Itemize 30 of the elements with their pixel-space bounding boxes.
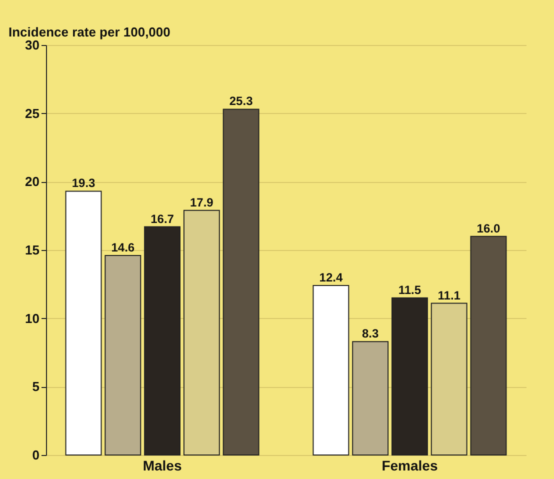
y-tick-label: 0 <box>32 448 40 462</box>
bar <box>430 302 468 456</box>
y-tick-label: 30 <box>25 38 40 52</box>
bar <box>391 297 428 456</box>
y-tick-label: 20 <box>25 174 40 190</box>
bar <box>470 236 507 456</box>
x-tick-label: Males <box>142 458 182 474</box>
y-tick-label: 15 <box>25 242 40 258</box>
data-label: 16.0 <box>476 221 500 236</box>
data-label: 17.9 <box>190 195 214 210</box>
data-label: 14.6 <box>111 240 135 254</box>
data-label: 11.5 <box>398 282 422 297</box>
bar <box>144 226 181 456</box>
bar <box>65 190 102 456</box>
data-label: 12.4 <box>319 270 343 285</box>
data-label: 19.3 <box>72 176 96 190</box>
y-tick-label: 25 <box>25 106 40 121</box>
data-label: 8.3 <box>362 326 379 341</box>
bar <box>104 254 142 456</box>
bar <box>312 285 350 456</box>
y-tick-label: 10 <box>25 310 40 326</box>
data-label: 25.3 <box>229 94 254 108</box>
data-label: 16.7 <box>150 212 174 226</box>
y-axis-title: Incidence rate per 100,000 <box>8 24 170 40</box>
x-tick-label: Females <box>382 458 438 474</box>
bar <box>352 341 389 456</box>
bar <box>183 210 220 456</box>
bar <box>222 108 260 456</box>
y-tick-label: 5 <box>32 379 40 394</box>
data-label: 11.1 <box>438 288 461 302</box>
